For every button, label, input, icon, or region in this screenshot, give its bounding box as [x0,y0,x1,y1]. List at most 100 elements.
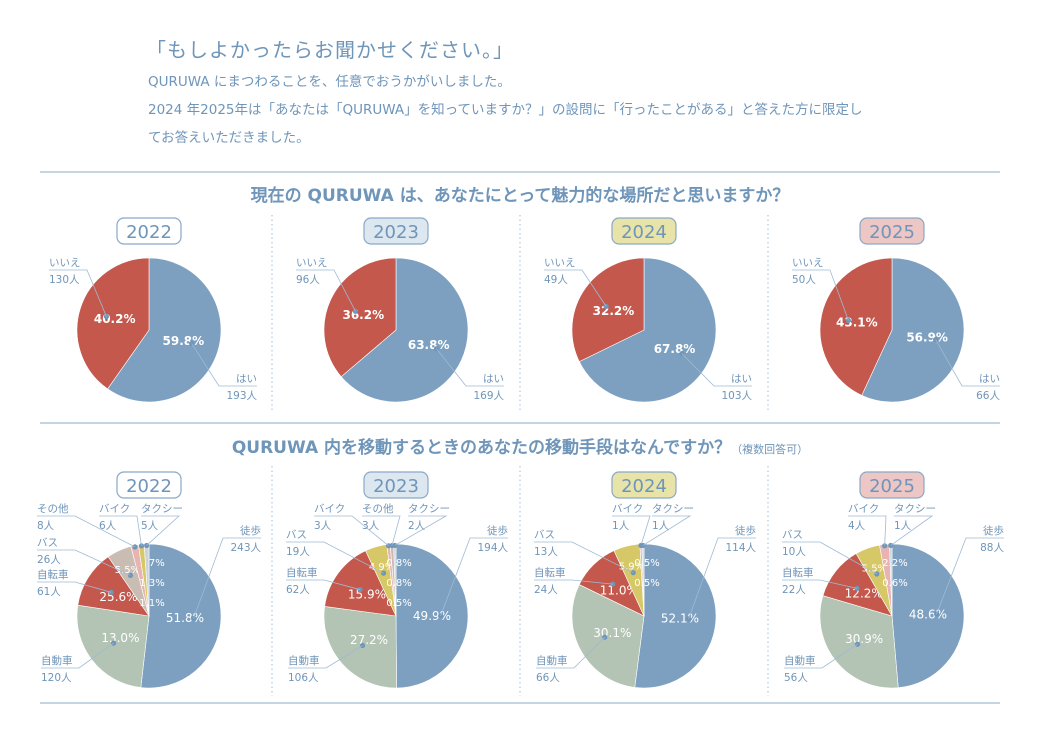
callout-category-label: バス [534,529,555,541]
dividers [40,171,1000,704]
callout-line [612,515,651,546]
callout-category-label: その他 [362,502,394,515]
pie-percent-label: 0.6% [882,578,907,589]
pie-percent-label: 1.3% [139,578,164,589]
pie-chart-1-2022: 2022 51.8% 徒歩 243人 13.0% 自動車 120人 25.6% 自転車 61人 5.… [37,471,261,689]
callout-line [784,643,858,669]
year-badge [363,471,429,499]
callout-count-label: 62人 [286,584,310,596]
callout-category-label: 徒歩 [735,524,756,537]
callout-line [288,645,363,669]
callout-category-label: バス [782,529,803,541]
callout-count-label: 26人 [37,554,61,566]
callout-count-label: 3人 [314,520,332,532]
pie-slice-walk [891,543,965,689]
pie-chart-0-2024: 2024 67.8% はい 103人 32.2% いいえ 49人 [544,217,752,403]
callout-count-label: 5人 [141,520,159,532]
callout-line [890,515,934,546]
callout-category-label: タクシー [408,503,450,515]
callout-category-label: バイク [99,503,130,515]
callout-dot [603,303,609,309]
pie-chart-1-2023: 2023 49.9% 徒歩 194人 27.2% 自動車 106人 15.9% 自転車 62人 4.… [286,471,508,689]
pie-slice-walk [634,543,717,689]
pie-percent-label: 12.2% [845,587,883,601]
year-badge-label: 2022 [126,476,172,497]
callout-category-label: バイク [612,503,643,515]
callout-count-label: 24人 [534,584,558,596]
page-title: 「もしよかったらお聞かせください。」 [146,38,514,62]
pie-slice-no [571,257,645,363]
pie-percent-label: 2.2% [882,558,907,569]
pie-percent-label: 0.5% [634,578,659,589]
callout-count-label: 243人 [230,542,261,554]
callout-category-label: いいえ [296,257,328,269]
callout-category-label: 自転車 [286,566,318,579]
callout-category-label: タクシー [894,503,936,515]
pie-chart-0-2023: 2023 63.8% はい 169人 36.2% いいえ 96人 [296,217,504,403]
callout-line [37,515,136,548]
callout-category-label: はい [483,373,504,385]
callout-category-label: その他 [37,502,69,515]
intro-line-2: 2024 年2025年は「あなたは「QURUWA」を知っていますか？」の設問に「… [148,102,863,118]
callout-dot [630,570,636,576]
callout-category-label: 自転車 [37,568,69,581]
callout-category-label: 自動車 [536,654,568,667]
callout-count-label: 19人 [286,546,310,558]
pie-slice-bicycle [77,556,150,617]
pie-percent-label: 13.0% [101,631,139,645]
callout-count-label: 1人 [612,520,630,532]
callout-line [534,579,613,585]
pie-percent-label: 36.2% [342,308,384,322]
callout-line [286,541,384,574]
pie-slice-yes [107,257,222,403]
callout-line [544,269,607,307]
callout-count-label: 56人 [784,672,808,684]
pie-percent-label: 15.9% [348,588,386,602]
year-badge-label: 2025 [869,476,915,497]
callout-count-label: 10人 [782,546,806,558]
pie-percent-label: 52.1% [661,611,699,625]
pie-percent-label: 27.2% [350,633,388,647]
callout-category-label: タクシー [652,503,694,515]
pie-chart-1-2025: 2025 48.6% 徒歩 88人 30.9% 自動車 56人 12.2% 自転車 22人 5.5%… [782,471,1004,689]
callout-line [642,515,692,546]
year-badge-label: 2022 [126,222,172,243]
callout-count-label: 6人 [99,520,117,532]
pie-slice-car [76,604,150,688]
section-title-transport: QURUWA 内を移動するときのあなたの移動手段はなんですか？（複数回答可） [0,433,1040,458]
callout-count-label: 193人 [226,390,257,402]
callout-line [782,579,858,589]
year-badge-label: 2024 [621,222,667,243]
year-badge [116,471,182,499]
callout-category-label: 徒歩 [983,524,1004,537]
callout-category-label: はい [236,373,257,385]
callout-category-label: バス [37,537,58,549]
pie-percent-label: 32.2% [593,304,635,318]
callout-category-label: いいえ [49,257,81,269]
pie-percent-label: 1.1% [139,598,164,609]
callout-line [286,579,361,590]
pie-percent-label: 30.1% [593,626,631,640]
callout-count-label: 194人 [477,542,508,554]
callout-line [681,353,752,387]
pie-percent-label: 5.5% [115,565,140,576]
callout-category-label: はい [731,373,752,385]
pie-slice-walk [395,543,469,689]
callout-count-label: 49人 [544,274,568,286]
callout-line [792,269,849,321]
pie-percent-label: 0.8% [386,578,411,589]
pie-slice-bicycle [324,550,397,617]
callout-count-label: 66人 [536,672,560,684]
callout-category-label: 自動車 [41,654,73,667]
pie-percent-label: 5.9% [619,562,644,573]
callout-count-label: 103人 [721,390,752,402]
callout-line [37,581,112,593]
section-title-text: QURUWA 内を移動するときのあなたの移動手段はなんですか？ [231,438,732,458]
pie-percent-label: 25.6% [99,590,137,604]
callout-category-label: バイク [314,503,345,515]
pie-percent-label: 51.8% [166,611,204,625]
year-badge-label: 2025 [869,222,915,243]
callout-line [688,537,756,620]
callout-count-label: 4人 [848,520,866,532]
